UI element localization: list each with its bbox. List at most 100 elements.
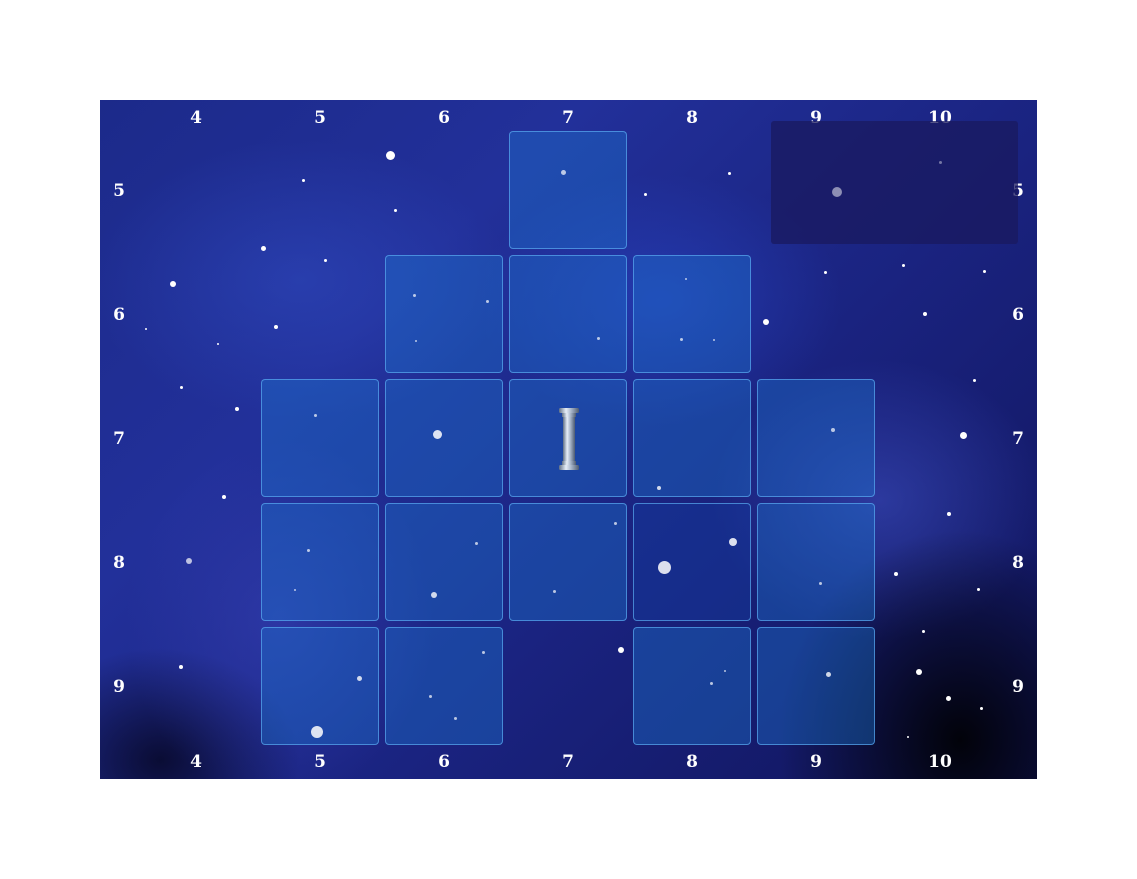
star: [413, 294, 416, 297]
star: [314, 414, 317, 417]
star: [710, 682, 713, 685]
col-label-bottom-10: 10: [928, 752, 952, 772]
star: [180, 386, 183, 389]
star: [831, 428, 835, 432]
tile-6-6[interactable]: [385, 255, 503, 373]
star: [832, 187, 842, 197]
star: [261, 246, 266, 251]
star: [311, 726, 323, 738]
star: [415, 340, 417, 342]
star: [973, 379, 976, 382]
star: [729, 538, 737, 546]
row-label-left-6: 6: [113, 305, 125, 325]
tile-5-7[interactable]: [261, 379, 379, 497]
star: [553, 590, 556, 593]
col-label-bottom-7: 7: [562, 752, 574, 772]
star: [614, 522, 617, 525]
star: [907, 736, 909, 738]
row-label-left-9: 9: [113, 677, 125, 697]
row-label-right-5: 5: [1012, 181, 1024, 201]
star: [394, 209, 397, 212]
pillar-icon[interactable]: [558, 408, 580, 471]
star: [170, 281, 176, 287]
star: [179, 665, 183, 669]
tile-5-9[interactable]: [261, 627, 379, 745]
col-label-top-5: 5: [314, 108, 326, 128]
row-label-right-7: 7: [1012, 429, 1024, 449]
row-label-left-5: 5: [113, 181, 125, 201]
star: [222, 495, 226, 499]
star: [713, 339, 715, 341]
col-label-bottom-4: 4: [190, 752, 202, 772]
col-label-top-4: 4: [190, 108, 202, 128]
star: [960, 432, 967, 439]
star: [902, 264, 905, 267]
tile-7-8[interactable]: [509, 503, 627, 621]
star: [324, 259, 327, 262]
col-label-bottom-6: 6: [438, 752, 450, 772]
tile-6-9[interactable]: [385, 627, 503, 745]
tile-6-7[interactable]: [385, 379, 503, 497]
star: [819, 582, 822, 585]
tile-8-9[interactable]: [633, 627, 751, 745]
star: [763, 319, 769, 325]
star: [977, 588, 980, 591]
star: [939, 161, 942, 164]
star: [618, 647, 624, 653]
star: [302, 179, 305, 182]
star: [217, 343, 219, 345]
star: [916, 669, 922, 675]
star: [980, 707, 983, 710]
star: [680, 338, 683, 341]
col-label-bottom-9: 9: [810, 752, 822, 772]
info-panel: [771, 121, 1018, 244]
game-board: 4 5 6 7 8 9 10 4 5 6 7 8 9 10 5 6 7 8 9 …: [100, 100, 1037, 779]
tile-6-8[interactable]: [385, 503, 503, 621]
star: [475, 542, 478, 545]
col-label-top-9: 9: [810, 108, 822, 128]
tile-9-7[interactable]: [757, 379, 875, 497]
star: [922, 630, 925, 633]
tile-8-7[interactable]: [633, 379, 751, 497]
star: [431, 592, 437, 598]
star: [983, 270, 986, 273]
star: [235, 407, 239, 411]
star: [946, 696, 951, 701]
star: [644, 193, 647, 196]
row-label-left-8: 8: [113, 553, 125, 573]
star: [357, 676, 362, 681]
col-label-bottom-5: 5: [314, 752, 326, 772]
col-label-bottom-8: 8: [686, 752, 698, 772]
tile-7-6[interactable]: [509, 255, 627, 373]
star: [294, 589, 296, 591]
star: [274, 325, 278, 329]
star: [386, 151, 395, 160]
star: [947, 512, 951, 516]
tile-9-9[interactable]: [757, 627, 875, 745]
col-label-top-8: 8: [686, 108, 698, 128]
star: [894, 572, 898, 576]
star: [826, 672, 831, 677]
tile-8-6[interactable]: [633, 255, 751, 373]
tile-9-8[interactable]: [757, 503, 875, 621]
star: [923, 312, 927, 316]
star: [454, 717, 457, 720]
star: [597, 337, 600, 340]
star: [561, 170, 566, 175]
star: [486, 300, 489, 303]
star: [145, 328, 147, 330]
row-label-right-6: 6: [1012, 305, 1024, 325]
tile-5-8[interactable]: [261, 503, 379, 621]
star: [728, 172, 731, 175]
star: [657, 486, 661, 490]
row-label-left-7: 7: [113, 429, 125, 449]
star: [433, 430, 442, 439]
star: [724, 670, 726, 672]
star: [307, 549, 310, 552]
tile-7-5[interactable]: [509, 131, 627, 249]
row-label-right-9: 9: [1012, 677, 1024, 697]
star: [685, 278, 687, 280]
tile-8-8[interactable]: [633, 503, 751, 621]
star: [824, 271, 827, 274]
col-label-top-6: 6: [438, 108, 450, 128]
